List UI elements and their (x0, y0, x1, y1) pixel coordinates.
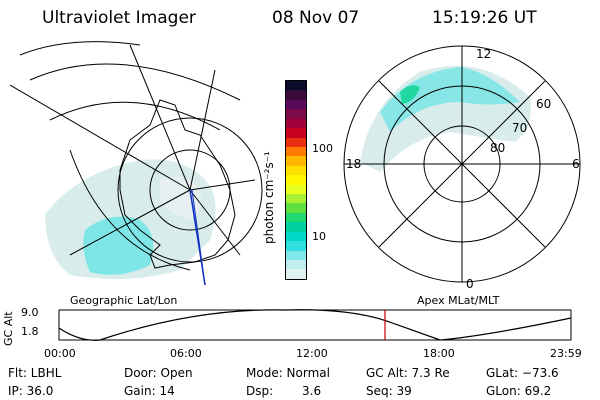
mlt-label-6: 6 (572, 157, 580, 171)
dsp-value: 3.6 (302, 384, 322, 398)
colorbar-segment (286, 156, 306, 166)
colorbar-segment (286, 99, 306, 110)
instrument-title: Ultraviolet Imager (42, 8, 196, 28)
colorbar-segment (286, 175, 306, 185)
mlt-label-12: 12 (476, 47, 491, 61)
colorbar-segment (286, 269, 306, 279)
lat-lon-grid (10, 41, 263, 271)
colorbar-segment (286, 118, 306, 129)
orbit-ytick-high: 9.0 (21, 306, 39, 319)
geographic-latitude: GLat: −73.6 (486, 366, 559, 380)
orbit-ylabel: GC Alt (2, 311, 15, 346)
colorbar-segment (286, 81, 306, 91)
colorbar-segment (286, 109, 306, 119)
colorbar-segment (286, 222, 306, 232)
mlat-label-80: 80 (490, 141, 505, 155)
gain-value: Gain: 14 (124, 384, 175, 398)
filter-value: Flt: LBHL (8, 366, 62, 380)
colorbar-segment (286, 90, 306, 100)
mlat-label-60: 60 (536, 97, 551, 111)
colorbar-segment (286, 231, 306, 242)
orbit-xtick-2359: 23:59 (550, 347, 582, 360)
coastline (119, 99, 236, 269)
satellite-track-secondary (191, 189, 206, 286)
orbit-plot-frame (58, 309, 572, 341)
auroral-oval-peak (400, 85, 420, 104)
orbit-xtick-0600: 06:00 (170, 347, 202, 360)
colorbar-segment (286, 128, 306, 138)
auroral-oval-bright (380, 67, 520, 132)
colorbar-segment (286, 137, 306, 147)
left-panel-label: Geographic Lat/Lon (70, 294, 178, 307)
observation-time: 15:19:26 UT (432, 8, 537, 28)
colorbar-segment (286, 146, 306, 157)
mlt-label-0: 0 (466, 277, 474, 290)
colorbar-segment (286, 260, 306, 270)
colorbar-segment (286, 250, 306, 261)
observation-date: 08 Nov 07 (272, 8, 360, 28)
orbit-xtick-1800: 18:00 (423, 347, 455, 360)
mlt-label-18: 18 (346, 157, 361, 171)
colorbar-segment (286, 212, 306, 223)
magnetic-polar-map: 12 18 6 0 60 70 80 (343, 45, 581, 290)
gc-altitude: GC Alt: 7.3 Re (366, 366, 450, 380)
colorbar-segment (286, 184, 306, 195)
orbit-xtick-0000: 00:00 (44, 347, 76, 360)
geographic-longitude: GLon: 69.2 (486, 384, 552, 398)
ip-value: IP: 36.0 (8, 384, 54, 398)
colorbar-segment (286, 165, 306, 176)
mlat-mlt-grid (343, 45, 581, 283)
colorbar (285, 80, 307, 280)
emission-region-bright (83, 216, 154, 275)
mode-status: Mode: Normal (246, 366, 330, 380)
orbit-altitude-plot (58, 309, 572, 341)
colorbar-tick-100: 100 (312, 142, 333, 155)
orbit-ytick-low: 1.8 (21, 325, 39, 338)
colorbar-unit-label: photon cm⁻²s⁻¹ (262, 151, 276, 244)
sequence-number: Seq: 39 (366, 384, 412, 398)
geographic-map (10, 41, 263, 286)
dsp-label: Dsp: (246, 384, 274, 398)
colorbar-tick-10: 10 (312, 230, 326, 243)
door-status: Door: Open (124, 366, 193, 380)
right-panel-label: Apex MLat/MLT (417, 294, 500, 307)
orbit-altitude-curve (58, 309, 572, 341)
mlat-label-70: 70 (512, 121, 527, 135)
colorbar-segment (286, 203, 306, 213)
orbit-xtick-1200: 12:00 (296, 347, 328, 360)
colorbar-segment (286, 194, 306, 204)
colorbar-segment (286, 241, 306, 251)
